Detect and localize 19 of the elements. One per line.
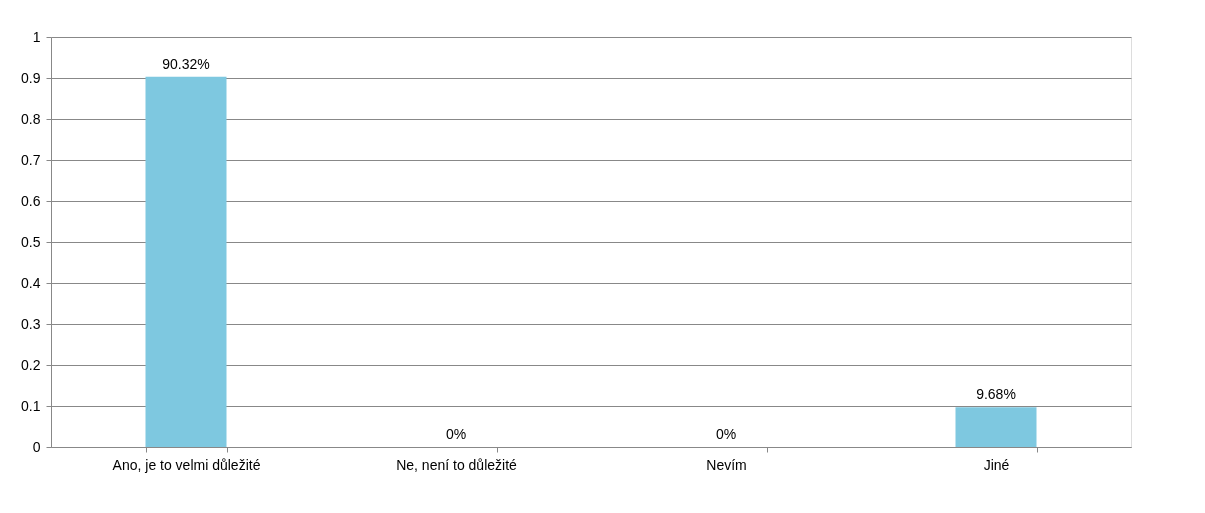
x-tick-label: Jiné (983, 456, 1010, 473)
y-tick-label: 0.8 (21, 110, 41, 127)
data-label: 9.68% (976, 386, 1016, 403)
y-tick-label: 0.1 (21, 397, 41, 414)
data-label: 90.32% (162, 55, 210, 72)
y-tick-label: 0.2 (21, 356, 41, 373)
x-tick-label: Ne, není to důležité (396, 456, 518, 473)
y-tick-label: 0 (32, 438, 41, 455)
y-tick-label: 0.5 (21, 233, 41, 250)
y-tick-label: 0.6 (21, 192, 41, 209)
y-tick-label: 0.4 (21, 274, 41, 291)
y-tick-label: 0.7 (21, 151, 41, 168)
x-tick-label: Nevím (706, 456, 747, 473)
data-label: 0% (715, 426, 737, 442)
y-tick-label: 0.9 (21, 69, 41, 86)
data-label: 0% (445, 426, 467, 442)
y-tick-label: 0.3 (21, 315, 41, 332)
y-tick-label: 1 (32, 28, 41, 45)
x-tick-label: Ano, je to velmi důležité (112, 456, 261, 473)
